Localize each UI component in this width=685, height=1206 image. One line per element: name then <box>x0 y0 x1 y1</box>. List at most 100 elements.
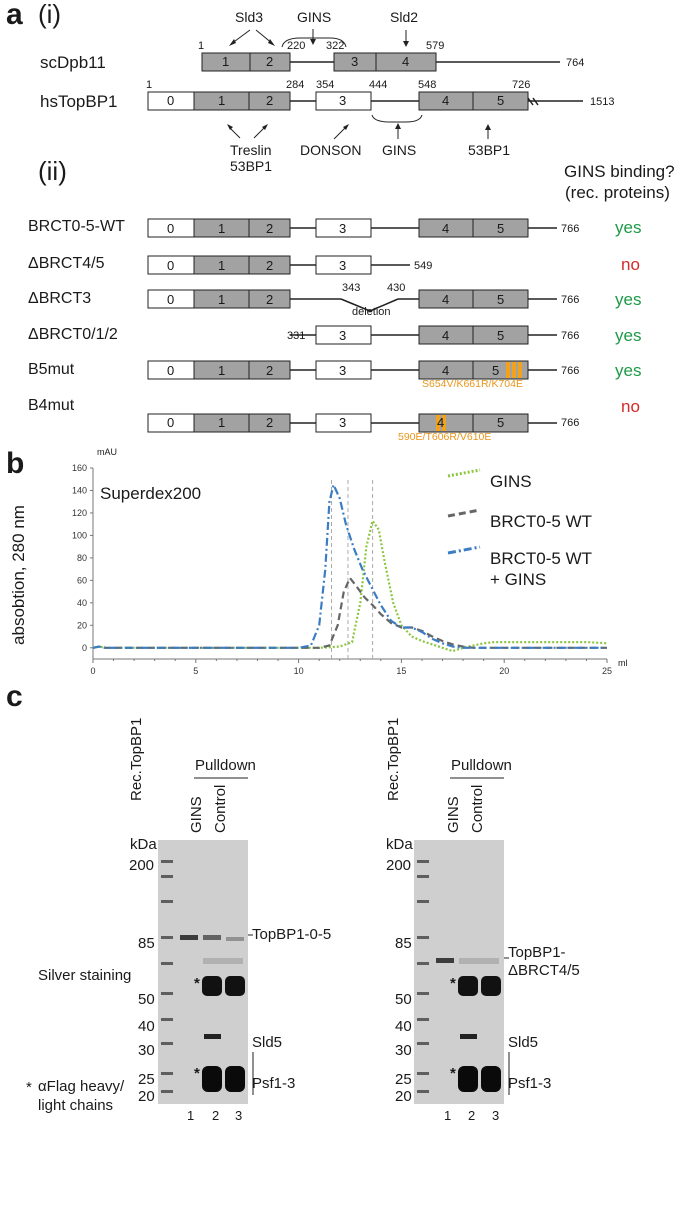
sc-dom3: 3 <box>351 54 359 69</box>
b5-end: 766 <box>561 365 580 377</box>
flag-star: * <box>26 1079 32 1096</box>
sub-ii-label: (ii) <box>38 156 67 186</box>
series-line-2 <box>92 481 607 649</box>
gel1-m40: 40 <box>138 1018 155 1035</box>
x-tick-label: 10 <box>294 666 304 676</box>
ladder-band <box>417 962 429 965</box>
flag-label-2: light chains <box>38 1097 114 1114</box>
scdpb11-label: scDpb11 <box>40 53 106 72</box>
sc-dom4: 4 <box>402 54 410 69</box>
b5-d2: 2 <box>266 363 274 378</box>
flag-label-1: αFlag heavy/ <box>38 1078 125 1095</box>
sc-gins: GINS <box>297 9 332 25</box>
b4-d0: 0 <box>167 415 175 430</box>
y-tick-label: 60 <box>77 575 87 585</box>
d012-end: 766 <box>561 330 580 342</box>
scdpb11-brct2 <box>249 52 291 72</box>
sub-i-label: (i) <box>38 0 62 29</box>
ladder-band <box>417 1072 429 1075</box>
verdict-b4: no <box>621 397 640 416</box>
d45-d0: 0 <box>167 258 175 273</box>
ladder-band <box>161 992 173 995</box>
verdict-d3: yes <box>615 290 642 309</box>
gel1-m50: 50 <box>138 991 155 1008</box>
ladder-band <box>417 900 429 903</box>
d012-d3: 3 <box>339 328 347 343</box>
d3-end: 766 <box>561 294 580 306</box>
b4-mutations: 590E/T606R/V610E <box>398 431 492 443</box>
hstopbp1-brct3 <box>315 91 372 111</box>
gel2-topbp1-1: TopBP1- <box>508 944 566 961</box>
gel2-m20: 20 <box>395 1088 412 1105</box>
series-line-0 <box>92 518 608 653</box>
heavy-chain-band-lane3 <box>225 976 245 996</box>
d45-d1: 1 <box>218 258 226 273</box>
construct-d45-name: ΔBRCT4/5 <box>28 255 105 272</box>
gel2-rec: Rec.TopBP1 <box>385 717 402 801</box>
smear-band <box>459 958 499 964</box>
sld5-band <box>460 1034 477 1039</box>
sc-579: 579 <box>426 40 445 52</box>
heavy-chain-band-lane2 <box>202 976 222 996</box>
verdict-wt: yes <box>615 218 642 237</box>
gel2-pulldown: Pulldown <box>451 757 512 774</box>
gel1-sld5: Sld5 <box>252 1034 283 1051</box>
light-chain-band-lane2 <box>202 1066 222 1092</box>
wt-d0: 0 <box>167 221 175 236</box>
b5-d5: 5 <box>492 363 500 378</box>
gel2-m25: 25 <box>395 1071 412 1088</box>
y-tick-label: 40 <box>77 598 87 608</box>
gel1-star-25: * <box>194 1065 200 1082</box>
constructs-diagram-b4 <box>147 413 557 433</box>
ladder-band <box>161 900 173 903</box>
ladder-band <box>161 1018 173 1021</box>
hs-dom0: 0 <box>167 93 175 108</box>
ladder-band <box>161 875 173 878</box>
panel-b-letter: b <box>6 447 25 480</box>
hs-dom4: 4 <box>442 93 450 108</box>
gel2-control: Control <box>469 784 486 833</box>
d3-343: 343 <box>342 282 361 294</box>
silver-gels <box>158 777 510 1104</box>
sc-220: 220 <box>287 40 306 52</box>
ladder-band <box>417 936 429 939</box>
gel1-m200: 200 <box>129 857 155 874</box>
legend-gins-label: GINS <box>490 472 532 491</box>
hs-53bp1: 53BP1 <box>230 158 273 174</box>
gel2-m85: 85 <box>395 935 412 952</box>
gel1-pulldown: Pulldown <box>195 757 256 774</box>
hs-354: 354 <box>316 79 335 91</box>
topbp1-pulldown-band <box>203 935 221 940</box>
sc-sld3: Sld3 <box>235 9 264 25</box>
hs-donson: DONSON <box>300 142 362 158</box>
ladder-band <box>417 860 429 863</box>
b5-d4: 4 <box>442 363 450 378</box>
gel1-gins: GINS <box>188 796 205 833</box>
ladder-band <box>161 962 173 965</box>
x-tick-label: 5 <box>193 666 198 676</box>
d012-start: 331 <box>287 330 306 342</box>
smear-band <box>203 958 243 964</box>
ladder-band <box>417 875 429 878</box>
gel1-m20: 20 <box>138 1088 155 1105</box>
gel1-kda: kDa <box>130 836 157 853</box>
d3-d4: 4 <box>442 292 450 307</box>
hs-284: 284 <box>286 79 305 91</box>
d3-d1: 1 <box>218 292 226 307</box>
legend-wtgins-label-2: + GINS <box>490 570 547 589</box>
gel2-psf: Psf1-3 <box>508 1075 552 1092</box>
verdict-d45: no <box>621 255 640 274</box>
gel1-star-50: * <box>194 975 200 992</box>
legend-swatch-0 <box>447 468 481 478</box>
light-chain-band-lane3 <box>225 1066 245 1092</box>
gel2-topbp1-2: ΔBRCT4/5 <box>508 962 580 979</box>
chart-title: Superdex200 <box>100 484 202 503</box>
sc-sld2: Sld2 <box>390 9 419 25</box>
scdpb11-brct4 <box>375 52 437 72</box>
light-chain-band-lane3 <box>481 1066 501 1092</box>
sld5-band <box>204 1034 221 1039</box>
hs-gins: GINS <box>382 142 417 158</box>
d3-d5: 5 <box>497 292 505 307</box>
b4-d1: 1 <box>218 415 226 430</box>
d45-d3: 3 <box>339 258 347 273</box>
